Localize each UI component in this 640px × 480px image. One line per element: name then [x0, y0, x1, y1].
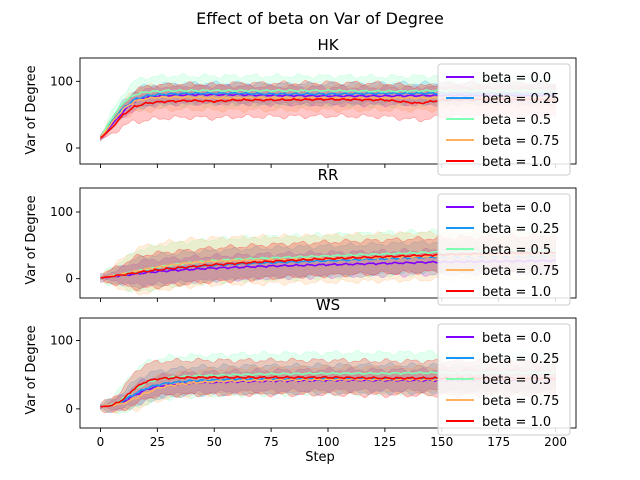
legend-label: beta = 1.0 [482, 285, 551, 300]
legend: beta = 0.0 beta = 0.25 beta = 0.5 beta = 0.… [437, 63, 571, 176]
legend-label: beta = 0.5 [482, 373, 551, 388]
subplot-title: RR [318, 166, 339, 184]
y-tick-label: 100 [50, 74, 73, 88]
legend: beta = 0.0 beta = 0.25 beta = 0.5 beta = 0.… [437, 193, 571, 306]
x-tick-label: 50 [207, 435, 222, 449]
y-axis-label: Var of Degree [24, 325, 39, 414]
subplot-title: HK [317, 36, 339, 54]
y-tick-label: 100 [50, 205, 73, 219]
legend-label: beta = 0.0 [482, 331, 551, 346]
x-tick-label: 100 [317, 435, 340, 449]
legend-label: beta = 0.0 [482, 71, 551, 86]
legend-label: beta = 0.75 [482, 264, 559, 279]
x-tick-label: 125 [373, 435, 396, 449]
legend: beta = 0.0 beta = 0.25 beta = 0.5 beta = 0.… [437, 323, 571, 436]
x-tick-label: 150 [430, 435, 453, 449]
legend-label: beta = 1.0 [482, 415, 551, 430]
legend-label: beta = 1.0 [482, 155, 551, 170]
legend-label: beta = 0.75 [482, 394, 559, 409]
figure-title: Effect of beta on Var of Degree [196, 9, 444, 28]
subplot-ws: WS Var of Degree 0 25 50 75 100 125 150 175 200 0… [24, 296, 577, 449]
x-tick-label: 175 [487, 435, 510, 449]
legend-label: beta = 0.25 [482, 352, 559, 367]
x-tick-label: 200 [544, 435, 567, 449]
y-tick-label: 0 [65, 402, 73, 416]
y-axis-label: Var of Degree [24, 65, 39, 154]
legend-label: beta = 0.75 [482, 134, 559, 149]
subplot-title: WS [316, 296, 340, 314]
legend-label: beta = 0.5 [482, 243, 551, 258]
legend-label: beta = 0.0 [482, 201, 551, 216]
y-tick-label: 0 [65, 272, 73, 286]
legend-label: beta = 0.25 [482, 222, 559, 237]
legend-label: beta = 0.25 [482, 92, 559, 107]
y-tick-label: 100 [50, 334, 73, 348]
y-axis-label: Var of Degree [24, 195, 39, 284]
x-axis-label: Step [305, 450, 335, 465]
x-tick-label: 0 [97, 435, 105, 449]
x-tick-label: 75 [263, 435, 278, 449]
x-tick-label: 25 [150, 435, 165, 449]
y-tick-label: 0 [65, 141, 73, 155]
legend-label: beta = 0.5 [482, 113, 551, 128]
